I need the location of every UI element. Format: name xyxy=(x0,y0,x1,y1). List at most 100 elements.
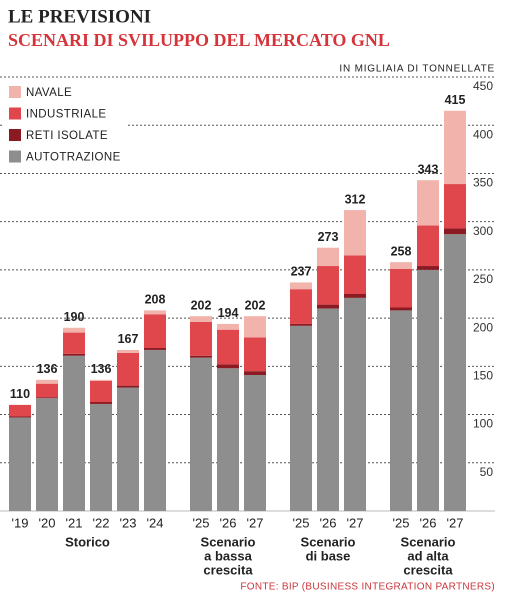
x-tick-label: '25 xyxy=(293,515,310,530)
chart-title: LE PREVISIONI xyxy=(8,6,151,27)
bar-segment xyxy=(417,180,439,226)
bar-segment xyxy=(417,266,439,270)
y-tick-label: 350 xyxy=(473,176,493,190)
total-label: 273 xyxy=(318,230,339,244)
bar-segment xyxy=(90,380,112,403)
bar-segment xyxy=(244,371,266,376)
legend-swatch xyxy=(9,107,21,120)
x-tick-label: '26 xyxy=(320,515,337,530)
bar-segment xyxy=(9,416,31,418)
legend-label: AUTOTRAZIONE xyxy=(26,152,121,164)
total-label: 136 xyxy=(37,362,58,376)
bar-segment xyxy=(390,310,412,511)
bar-segment xyxy=(90,402,112,404)
bar-segment xyxy=(36,397,58,399)
bar-segment xyxy=(417,269,439,511)
bar-segment xyxy=(63,327,85,333)
x-tick-label: '25 xyxy=(193,515,210,530)
bar-segment xyxy=(217,323,239,330)
group-label: Scenario xyxy=(401,534,456,549)
y-tick-label: 100 xyxy=(473,417,493,431)
legend-label: RETI ISOLATE xyxy=(26,130,108,142)
y-tick-label: 400 xyxy=(473,127,493,141)
group-label: di base xyxy=(306,548,351,563)
source: FONTE: BIP (BUSINESS INTEGRATION PARTNER… xyxy=(240,582,495,593)
bar-segment xyxy=(290,289,312,324)
bar-segment xyxy=(344,210,366,256)
bar-segment xyxy=(190,355,212,358)
bar-segment xyxy=(144,314,166,349)
bar-segment xyxy=(390,268,412,308)
bar-segment xyxy=(317,247,339,267)
bar-segment xyxy=(417,225,439,267)
bar-segment xyxy=(9,404,31,417)
total-label: 202 xyxy=(191,298,212,312)
bar-segment xyxy=(63,332,85,354)
group-label: crescita xyxy=(403,562,453,577)
x-tick-label: '20 xyxy=(39,515,56,530)
y-tick-label: 250 xyxy=(473,272,493,286)
group-label: Scenario xyxy=(201,534,256,549)
x-tick-label: '24 xyxy=(147,515,164,530)
group-label: ad alta xyxy=(407,548,449,563)
total-label: 312 xyxy=(345,192,366,206)
bar-segment xyxy=(317,304,339,309)
group-label: crescita xyxy=(203,562,253,577)
legend-label: INDUSTRIALE xyxy=(26,109,106,121)
total-label: 194 xyxy=(218,306,239,320)
bar-segment xyxy=(90,379,112,381)
total-label: 415 xyxy=(445,93,466,107)
x-tick-label: '26 xyxy=(220,515,237,530)
bar-segment xyxy=(317,308,339,511)
bar-segment xyxy=(344,294,366,298)
bar-segment xyxy=(90,403,112,511)
bar-segment xyxy=(344,297,366,511)
y-tick-label: 50 xyxy=(480,465,494,479)
bar-segment xyxy=(117,349,139,353)
bar-segment xyxy=(117,387,139,511)
total-label: 202 xyxy=(245,298,266,312)
bar-segment xyxy=(444,184,466,229)
total-label: 208 xyxy=(145,293,166,307)
x-tick-label: '27 xyxy=(347,515,364,530)
bar-segment xyxy=(190,316,212,322)
bar-segment xyxy=(290,323,312,326)
group-label: a bassa xyxy=(204,548,252,563)
bar-segment xyxy=(190,357,212,511)
bar-segment xyxy=(444,228,466,235)
bar-segment xyxy=(36,398,58,511)
bar-segment xyxy=(217,368,239,511)
total-label: 343 xyxy=(418,162,439,176)
bar-segment xyxy=(63,353,85,356)
y-tick-label: 150 xyxy=(473,369,493,383)
x-tick-label: '25 xyxy=(393,515,410,530)
legend-swatch xyxy=(9,150,21,163)
bar-segment xyxy=(144,310,166,315)
bar-segment xyxy=(290,282,312,290)
legend-label: NAVALE xyxy=(26,87,72,99)
group-label: Scenario xyxy=(301,534,356,549)
bar-segment xyxy=(36,383,58,398)
total-label: 110 xyxy=(10,387,30,401)
y-tick-label: 300 xyxy=(473,224,493,238)
bar-segment xyxy=(244,316,266,338)
bar-segment xyxy=(9,417,31,511)
x-tick-label: '21 xyxy=(66,515,83,530)
total-label: 136 xyxy=(91,362,112,376)
group-label: Storico xyxy=(65,534,110,549)
x-tick-label: '19 xyxy=(12,515,29,530)
bar-segment xyxy=(117,352,139,386)
bar-segment xyxy=(390,262,412,269)
bar-segment xyxy=(344,255,366,294)
bar-segment xyxy=(390,307,412,311)
bar-segment xyxy=(217,329,239,365)
unit-label: IN MIGLIAIA DI TONNELLATE xyxy=(339,64,495,75)
chart-subtitle: SCENARI DI SVILUPPO DEL MERCATO GNL xyxy=(8,30,390,50)
bar-segment xyxy=(63,355,85,511)
legend-swatch xyxy=(9,86,21,98)
total-label: 190 xyxy=(64,310,85,324)
bar-segment xyxy=(444,234,466,511)
legend-background xyxy=(4,82,128,168)
x-tick-label: '22 xyxy=(93,515,110,530)
